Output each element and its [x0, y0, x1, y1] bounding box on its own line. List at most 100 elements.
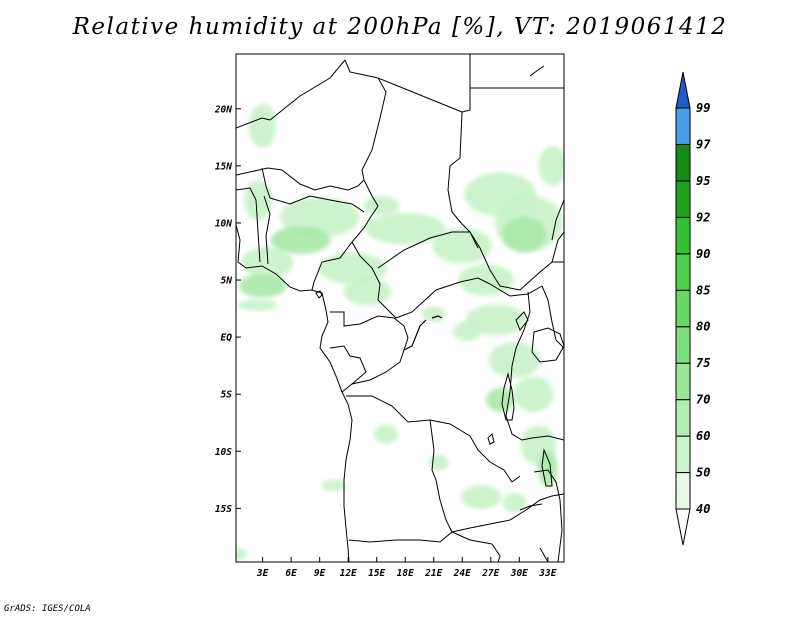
border-libya-west — [344, 59, 387, 181]
map-title: Relative humidity at 200hPa [%], VT: 201… — [72, 14, 728, 40]
colorbar-segment — [675, 253, 691, 291]
border-ethiopia — [551, 231, 564, 263]
colorbar-segment — [675, 399, 691, 437]
border-mozambique — [533, 469, 563, 562]
humidity-patch — [237, 299, 278, 312]
colorbar-label: 40 — [696, 502, 710, 516]
lat-label: 20N — [214, 104, 232, 115]
border-gabon-congo-south — [329, 345, 367, 385]
humidity-patch — [363, 195, 400, 216]
humidity-patch — [513, 376, 554, 413]
border-libya-egypt — [461, 54, 471, 113]
lat-label: EQ — [221, 333, 233, 344]
colorbar-segment-above — [675, 71, 691, 109]
humidity-patch — [538, 145, 564, 186]
humidity-field — [236, 103, 564, 561]
border-libya-sudan — [377, 77, 463, 191]
colorbar-label: 90 — [696, 247, 710, 261]
humidity-patch — [374, 424, 399, 445]
longitude-axis: 3E 6E 9E 12E 15E 18E 21E 24E 27E 30E 33E — [256, 557, 557, 579]
humidity-patch — [432, 227, 493, 264]
lake-albert — [515, 311, 529, 331]
border-drc-angola — [346, 395, 521, 483]
island-bioko — [315, 290, 323, 299]
humidity-patch — [365, 212, 446, 245]
colorbar-label: 95 — [696, 174, 710, 188]
humidity-patch — [241, 246, 294, 279]
colorbar-segment — [675, 472, 691, 510]
lon-label: 27E — [481, 568, 499, 579]
humidity-patch — [453, 321, 482, 342]
colorbar-label: 99 — [696, 101, 710, 115]
border-cameroon-chad — [351, 241, 381, 301]
border-sudan-southsudan — [469, 231, 564, 291]
humidity-patch — [238, 273, 287, 298]
lake-tanganyika — [501, 372, 515, 421]
border-east-africa — [505, 291, 564, 441]
lon-label: 6E — [285, 568, 297, 579]
border-mali-algeria — [236, 117, 271, 129]
colorbar-label: 85 — [696, 283, 710, 297]
lon-label: 3E — [256, 568, 269, 579]
lat-label: 15N — [215, 161, 232, 172]
humidity-patch — [248, 103, 277, 148]
colorbar-segment — [675, 289, 691, 328]
latitude-axis: 20N 15N 10N 5N EQ 5S 10S 15S — [214, 104, 241, 515]
lat-label: 5N — [221, 276, 233, 287]
humidity-patch — [343, 277, 392, 306]
border-chad-niger — [351, 179, 379, 243]
colorbar-segment — [675, 143, 691, 182]
border-congo-drc — [341, 317, 409, 393]
colorbar-label: 97 — [696, 137, 711, 151]
lat-label: 5S — [221, 390, 233, 401]
colorbar-segment — [675, 107, 691, 145]
humidity-patch — [421, 306, 446, 323]
border-gabon-congo — [330, 311, 395, 327]
border-zambia-mozambique — [525, 493, 564, 511]
lat-label: 15S — [215, 504, 232, 515]
border-benin — [263, 195, 271, 265]
coastline-west — [236, 224, 353, 562]
lon-label: 9E — [314, 568, 326, 579]
humidity-patch — [502, 492, 527, 513]
lat-label: 10N — [215, 218, 232, 229]
border-chad-sudan — [447, 189, 471, 233]
border-algeria-niger — [236, 167, 365, 191]
colorbar-label: 70 — [696, 393, 710, 407]
border-namibia-botswana — [491, 543, 501, 562]
colorbar-label: 60 — [696, 429, 710, 443]
humidity-patch — [321, 479, 346, 492]
nile-delta — [529, 65, 545, 77]
colorbar-label: 92 — [696, 210, 710, 224]
colorbar-segment — [675, 435, 691, 474]
lake-kariba — [519, 503, 543, 511]
border-algeria-libya — [269, 59, 346, 121]
border-southsudan-drc — [489, 283, 543, 297]
lon-label: 15E — [368, 568, 385, 579]
border-zambia-zimbabwe — [451, 509, 527, 533]
humidity-patch — [428, 454, 449, 471]
humidity-patch — [458, 264, 515, 297]
lake-mweru — [487, 433, 495, 445]
colorbar-segment — [675, 362, 691, 401]
colorbar-segment-below — [675, 508, 691, 546]
colorbar-segment — [675, 326, 691, 364]
lon-label: 24E — [453, 568, 471, 579]
lake-malawi — [541, 448, 553, 487]
border-nigeria-cameroon — [311, 241, 353, 291]
colorbar-label: 80 — [696, 320, 710, 334]
border-nigeria-niger — [269, 195, 365, 213]
humidity-patch — [318, 252, 387, 285]
humidity-patch — [465, 303, 526, 336]
humidity-patch — [461, 484, 502, 509]
border-botswana-zimbabwe — [539, 547, 549, 562]
humidity-patch — [488, 341, 541, 378]
border-togo — [255, 199, 261, 263]
border-angola-zambia — [429, 419, 453, 533]
colorbar-segment — [675, 216, 691, 255]
river-tributary — [431, 315, 443, 319]
lat-label: 10S — [215, 447, 232, 458]
lon-label: 30E — [510, 568, 528, 579]
lon-label: 18E — [397, 568, 414, 579]
